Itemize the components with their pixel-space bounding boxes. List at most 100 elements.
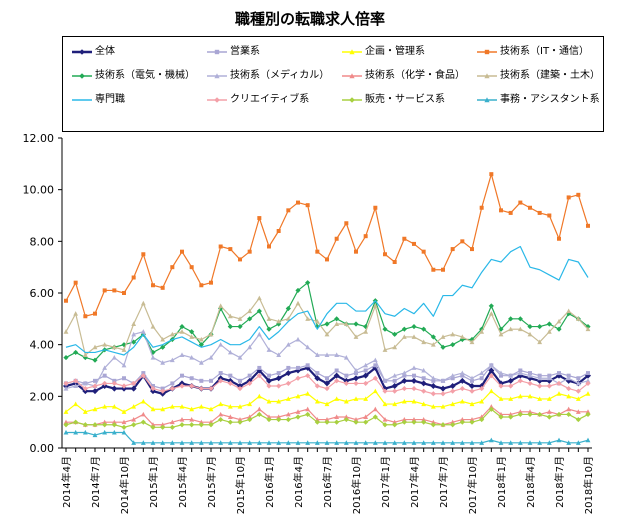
data-point [295,375,301,381]
data-point [507,377,514,384]
legend-swatch [207,97,227,103]
data-point [546,375,552,381]
data-point [411,385,417,392]
data-point [169,424,175,430]
legend-label: 販売・サービス系 [365,94,445,105]
data-point [353,321,359,327]
data-point [470,247,474,252]
data-point [121,424,127,430]
data-point [488,404,494,409]
data-point [160,344,166,350]
data-point [305,440,311,445]
data-point [363,419,369,425]
chart-legend: 全体 営業系 企画・管理系 技術系（IT・通信） 技術系（電気・機械） 技術系（メディカル… [62,36,604,132]
data-point [372,357,378,363]
data-point [575,396,581,401]
data-point [488,437,494,443]
data-point [566,440,572,445]
data-point [121,409,127,414]
data-point [237,419,243,425]
data-point [353,416,359,422]
data-point [160,424,166,430]
data-point [517,440,523,445]
data-point [392,331,398,337]
x-tick-label: 2017年10月 [466,456,479,514]
data-point [247,249,252,254]
data-point [392,401,398,407]
x-tick-label: 2014年10月 [118,456,131,514]
data-point [247,440,253,445]
series-0 [63,364,591,397]
series-8 [65,245,589,356]
data-point [63,409,69,414]
legend-label: 技術系（メディカル） [230,70,330,81]
data-point [286,365,291,370]
data-point [343,321,349,326]
data-point [430,419,436,425]
data-point [488,367,495,374]
data-point [585,391,591,396]
data-point [430,334,436,340]
data-point [382,416,388,422]
data-point [111,385,118,392]
data-point [179,323,185,330]
data-point [411,377,417,384]
data-point [305,406,311,412]
y-tick-label: 6.00 [30,287,55,300]
data-point [189,334,195,339]
data-point [276,371,281,376]
x-tick-label: 2016年4月 [292,456,305,508]
data-point [479,385,485,392]
data-point [450,419,456,425]
data-point [421,388,427,394]
data-point [218,371,223,376]
data-point [450,247,455,252]
data-point [518,200,523,205]
data-point [121,419,127,425]
data-point [73,383,79,388]
data-point [63,380,69,387]
data-point [421,419,427,425]
data-point [102,419,108,425]
data-point [334,236,339,241]
data-point [392,373,398,378]
data-point [179,440,185,445]
data-point [576,192,581,197]
data-point [151,283,155,288]
data-point [218,244,223,249]
data-point [430,404,436,409]
data-point [82,409,88,414]
data-point [585,378,591,383]
legend-marker [349,97,355,103]
data-point [537,396,543,401]
data-point [295,414,301,420]
data-point [150,385,156,392]
data-point [169,385,175,392]
data-point [372,406,378,412]
data-point [189,440,195,445]
data-point [440,391,446,397]
data-point [140,300,146,306]
x-tick-label: 2014年4月 [60,456,73,508]
data-point [488,373,494,379]
data-point [111,422,117,428]
data-point [556,437,562,443]
data-point [256,440,262,445]
data-point [92,422,98,428]
y-tick-label: 12.00 [23,132,55,145]
data-point [285,316,291,321]
data-point [412,373,416,378]
data-point [266,416,272,423]
data-point [256,406,262,412]
data-point [295,287,301,294]
data-point [189,422,195,428]
data-point [189,416,195,422]
data-point [421,326,427,332]
data-point [373,363,378,368]
data-point [73,280,78,285]
data-point [140,411,146,417]
data-point [401,326,407,332]
x-tick-label: 2018年1月 [495,456,508,508]
data-point [441,267,445,272]
